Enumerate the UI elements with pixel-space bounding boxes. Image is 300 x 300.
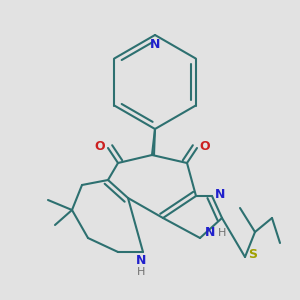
Text: N: N	[150, 38, 160, 52]
Text: H: H	[137, 267, 145, 277]
Text: O: O	[200, 140, 210, 152]
Text: H: H	[218, 228, 226, 238]
Text: O: O	[95, 140, 105, 152]
Text: S: S	[248, 248, 257, 260]
Text: N: N	[136, 254, 146, 266]
Text: N: N	[215, 188, 225, 200]
Text: N: N	[205, 226, 215, 239]
